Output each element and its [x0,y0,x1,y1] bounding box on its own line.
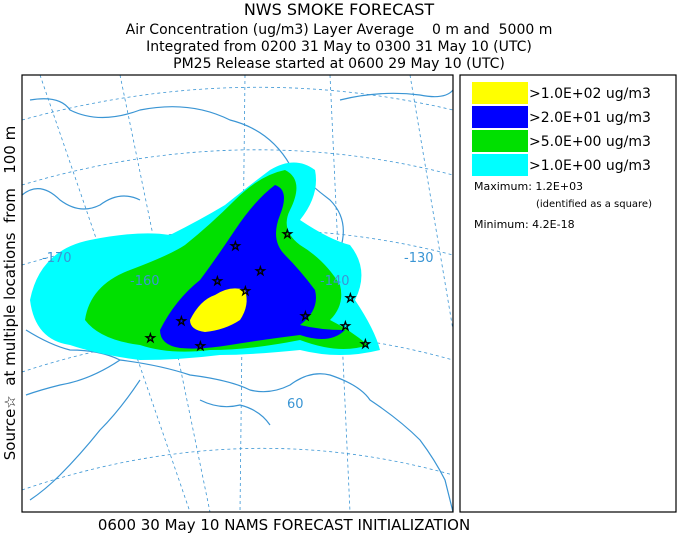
maximum-note: (identified as a square) [536,199,652,210]
legend-frame [459,74,677,513]
lon-label: -160 [130,274,160,289]
legend-label: >5.0E+00 ug/m3 [529,134,651,150]
title: NWS SMOKE FORECAST [244,0,435,19]
minimum: Minimum: 4.2E-18 [474,218,575,231]
svg-text:☆: ☆ [345,291,356,305]
legend-swatch [472,106,528,128]
smoke [30,162,380,360]
lon-label: -140 [320,274,350,289]
subtitle-line: Integrated from 0200 31 May to 0300 31 M… [146,39,532,55]
svg-text:☆: ☆ [212,274,223,288]
legend-label: >2.0E+01 ug/m3 [529,110,651,126]
side-label: Source☆ at multiple locations from 100 m [1,126,19,460]
map: ☆ ☆ ☆ ☆ ☆ ☆ ☆ ☆ ☆ ☆ ☆ ☆ -170 -160 -140 -130 60 [21,74,454,513]
lon-label: -170 [42,251,72,266]
footer: 0600 30 May 10 NAMS FORECAST INITIALIZAT… [98,516,470,534]
lon-label: -130 [404,251,434,266]
svg-text:☆: ☆ [230,239,241,253]
legend-label: >1.0E+02 ug/m3 [529,86,651,102]
legend-label: >1.0E+00 ug/m3 [529,158,651,174]
legend-swatch [472,130,528,152]
legend: Maximum: 1.2E+03 (identified as a square… [459,74,677,513]
svg-text:☆: ☆ [340,319,351,333]
source-markers: ☆ ☆ ☆ ☆ ☆ ☆ ☆ ☆ ☆ ☆ ☆ ☆ [145,227,372,354]
svg-text:☆: ☆ [145,331,156,345]
subtitle-line: Air Concentration (ug/m3) Layer Average … [126,22,553,38]
svg-text:☆: ☆ [300,309,311,323]
subtitle-line: PM25 Release started at 0600 29 May 10 (… [173,56,505,72]
maximum: Maximum: 1.2E+03 [474,180,583,193]
svg-text:☆: ☆ [360,337,371,351]
svg-text:☆: ☆ [176,314,187,328]
legend-swatch [472,154,528,176]
svg-text:☆: ☆ [282,227,293,241]
lat-label: 60 [287,397,304,412]
legend-swatch [472,82,528,104]
svg-text:☆: ☆ [255,264,266,278]
svg-text:☆: ☆ [240,284,251,298]
svg-text:☆: ☆ [195,339,206,353]
map-frame [21,74,454,513]
